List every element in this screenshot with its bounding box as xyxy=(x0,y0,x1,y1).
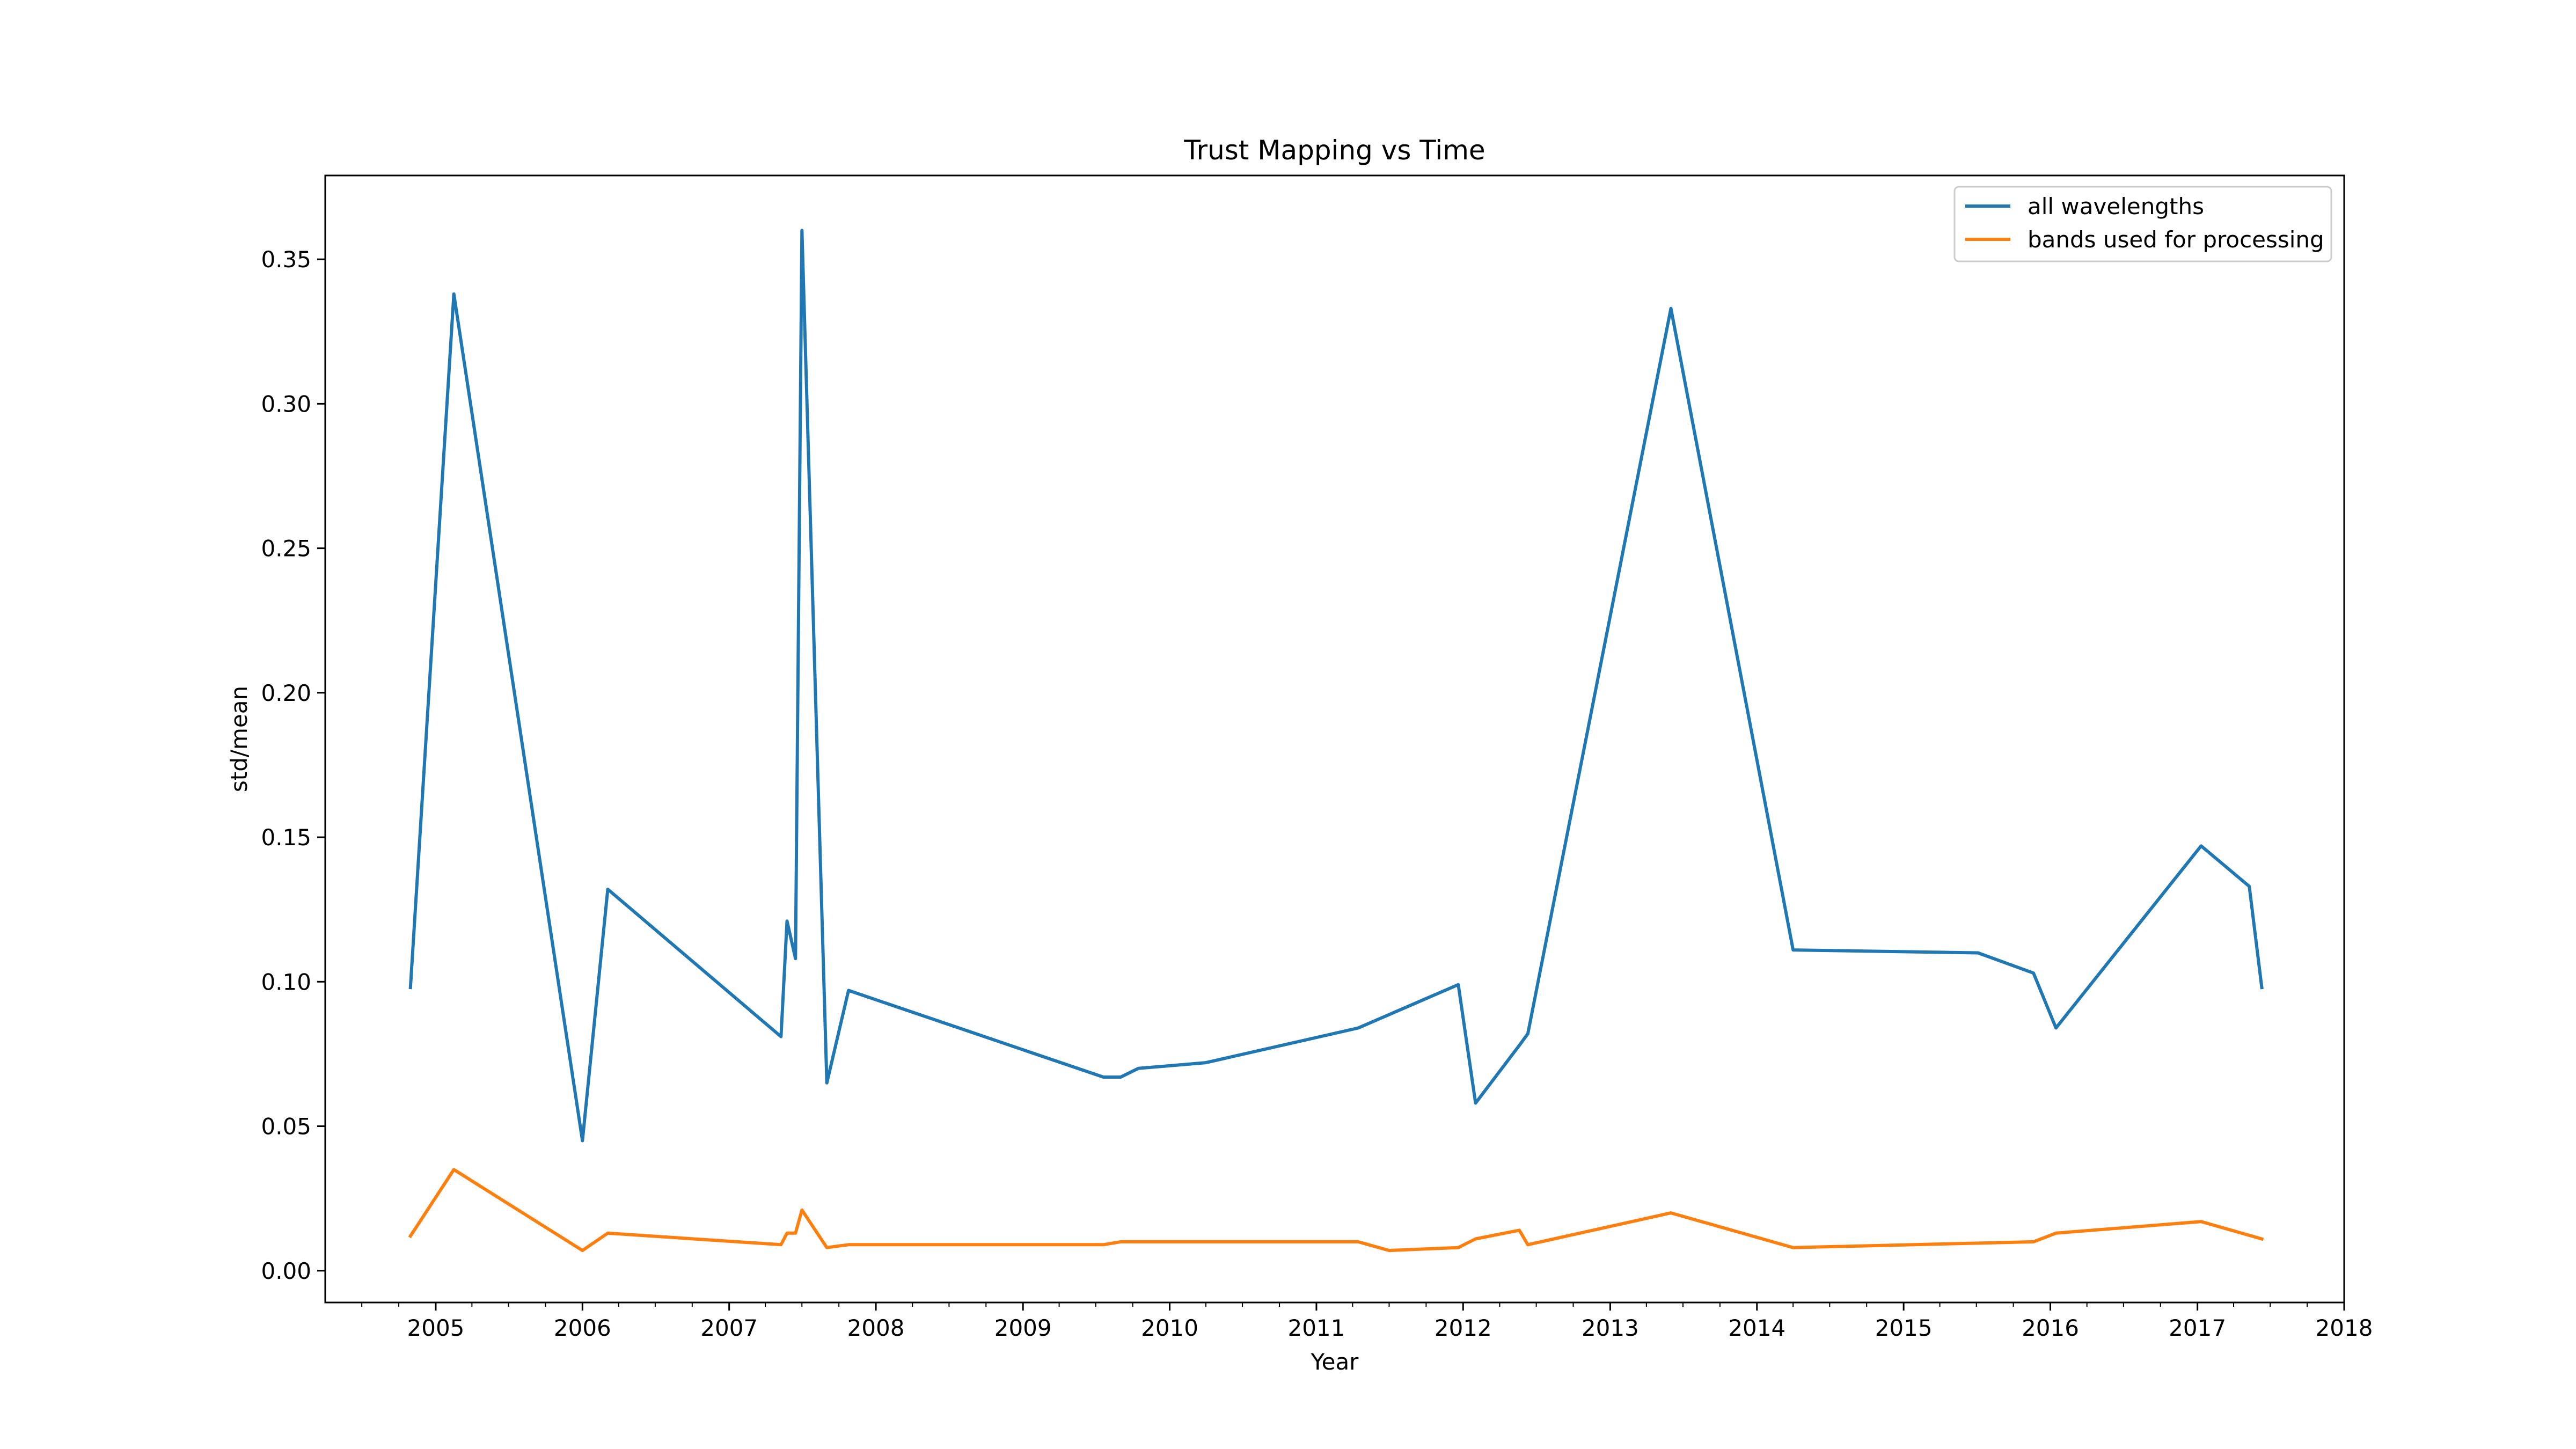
y-axis-label: std/mean xyxy=(226,686,252,792)
x-tick-label: 2005 xyxy=(407,1315,465,1341)
x-tick-label: 2007 xyxy=(700,1315,758,1341)
series-line-bands-used xyxy=(408,1168,2264,1253)
chart-title: Trust Mapping vs Time xyxy=(1183,135,1485,166)
y-tick-label: 0.35 xyxy=(261,246,311,273)
legend: all wavelengths bands used for processin… xyxy=(1953,186,2332,262)
x-tick-label: 2018 xyxy=(2316,1315,2373,1341)
y-tick-label: 0.15 xyxy=(261,824,311,851)
y-tick-label: 0.00 xyxy=(261,1258,311,1284)
y-tick-label: 0.05 xyxy=(261,1114,311,1140)
legend-box xyxy=(1953,186,2332,262)
plot-frame xyxy=(324,174,2345,1304)
y-tick-label: 0.10 xyxy=(261,969,311,995)
x-tick-label: 2010 xyxy=(1141,1315,1198,1341)
x-tick-label: 2008 xyxy=(847,1315,905,1341)
x-axis-label: Year xyxy=(1311,1349,1359,1375)
series-layer xyxy=(408,229,2264,1253)
x-tick-label: 2012 xyxy=(1435,1315,1492,1341)
x-tick-label: 2013 xyxy=(1582,1315,1639,1341)
series-line-all-wavelengths xyxy=(408,229,2264,1143)
y-tick-label: 0.25 xyxy=(261,536,311,562)
x-tick-label: 2014 xyxy=(1728,1315,1785,1341)
y-tick-label: 0.20 xyxy=(261,680,311,706)
x-tick-label: 2009 xyxy=(994,1315,1052,1341)
x-tick-label: 2015 xyxy=(1875,1315,1933,1341)
x-tick-label: 2016 xyxy=(2022,1315,2079,1341)
x-axis: 2005 2006 2007 2008 2009 2010 2011 2012 2013 2014… xyxy=(361,1302,2373,1341)
legend-label-all-wavelengths: all wavelengths xyxy=(2028,193,2204,219)
x-tick-label: 2011 xyxy=(1287,1315,1345,1341)
x-tick-label: 2006 xyxy=(554,1315,611,1341)
x-tick-label: 2017 xyxy=(2169,1315,2226,1341)
y-tick-label: 0.30 xyxy=(261,391,311,417)
y-axis: 0.00 0.05 0.10 0.15 0.20 0.25 0.30 0.35 xyxy=(261,246,325,1284)
legend-label-bands-used: bands used for processing xyxy=(2028,226,2324,253)
